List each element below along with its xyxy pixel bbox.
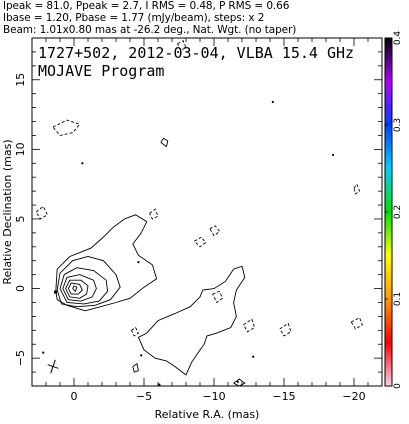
beam-cross	[47, 359, 59, 374]
contour-neg-2	[35, 205, 48, 220]
contour-blob-b	[132, 362, 139, 373]
y-axis-label: Relative Declination (mas)	[1, 139, 14, 284]
colorbar-tick-label: 0	[393, 383, 403, 389]
x-tick-label: −5	[136, 390, 152, 403]
contour-jet-outer	[55, 214, 158, 312]
polarization-dot	[81, 162, 84, 165]
y-tick-label: 10	[14, 142, 27, 156]
beam-marker	[47, 359, 59, 374]
contour-core-5	[59, 267, 109, 305]
polarization-dot	[331, 153, 335, 157]
polarization-dot	[252, 355, 255, 358]
contour-core-1	[72, 285, 78, 293]
polarization-dot	[42, 351, 45, 354]
chart-subtitle: MOJAVE Program	[38, 62, 164, 80]
y-tick-label: 0	[14, 285, 27, 292]
header-stats-line-1: Ipeak = 81.0, Ppeak = 2.7, I RMS = 0.48,…	[3, 0, 290, 12]
polarization-dot	[236, 380, 239, 383]
contour-neg-3	[149, 208, 159, 220]
polarization-dot	[137, 261, 140, 264]
contour-layer	[35, 40, 363, 387]
contour-core-3	[65, 279, 89, 299]
polarization-dot	[158, 383, 161, 386]
contour-neg-1	[52, 119, 81, 136]
polarization-dot-layer	[42, 100, 335, 386]
x-axis-label: Relative R.A. (mas)	[155, 408, 260, 421]
contour-core-6	[56, 256, 121, 308]
x-tick-label: −15	[272, 390, 295, 403]
contour-core-4	[62, 274, 97, 302]
y-tick-label: 15	[14, 73, 27, 87]
y-tick-label: −5	[14, 350, 27, 366]
colorbar-tick-label: 0.2	[393, 205, 403, 219]
polarization-dot	[140, 354, 143, 357]
contour-neg-6	[243, 318, 256, 333]
contour-neg-7	[279, 322, 292, 337]
contour-core-2	[67, 282, 83, 295]
x-tick-label: 0	[71, 390, 78, 403]
header-stats-line-2: Ibase = 1.20, Pbase = 1.77 (mJy/beam), s…	[3, 12, 265, 24]
axis-tick-layer: 0 −5 −10 −15 −20 −5 0 5 10 15	[14, 37, 383, 403]
contour-neg-9	[353, 183, 361, 195]
contour-neg-4	[194, 236, 207, 248]
polarization-dot	[271, 100, 274, 104]
colorbar: 0 0.1 0.2 0.3 0.4	[384, 31, 403, 389]
contour-neg-11	[209, 225, 221, 237]
contour-blob-c	[233, 378, 246, 387]
x-tick-label: −10	[202, 390, 225, 403]
contour-neg-5	[212, 290, 223, 304]
x-tick-label: −20	[342, 390, 365, 403]
chart-title: 1727+502, 2012-03-04, VLBA 15.4 GHz	[38, 44, 354, 62]
header-beam-line: Beam: 1.01x0.80 mas at -26.2 deg., Nat. …	[3, 24, 297, 36]
contour-neg-8	[350, 317, 363, 330]
colorbar-tick-label: 0.3	[393, 118, 403, 132]
plot-frame	[31, 37, 383, 387]
contour-jet-extended	[137, 265, 246, 376]
contour-blob-a	[160, 137, 169, 148]
contour-neg-12	[177, 40, 187, 52]
core-marker	[54, 290, 57, 294]
colorbar-tick-label: 0.4	[393, 31, 403, 46]
colorbar-tick-label: 0.1	[393, 292, 403, 306]
y-tick-label: 5	[14, 215, 27, 222]
contour-neg-10	[130, 326, 139, 337]
